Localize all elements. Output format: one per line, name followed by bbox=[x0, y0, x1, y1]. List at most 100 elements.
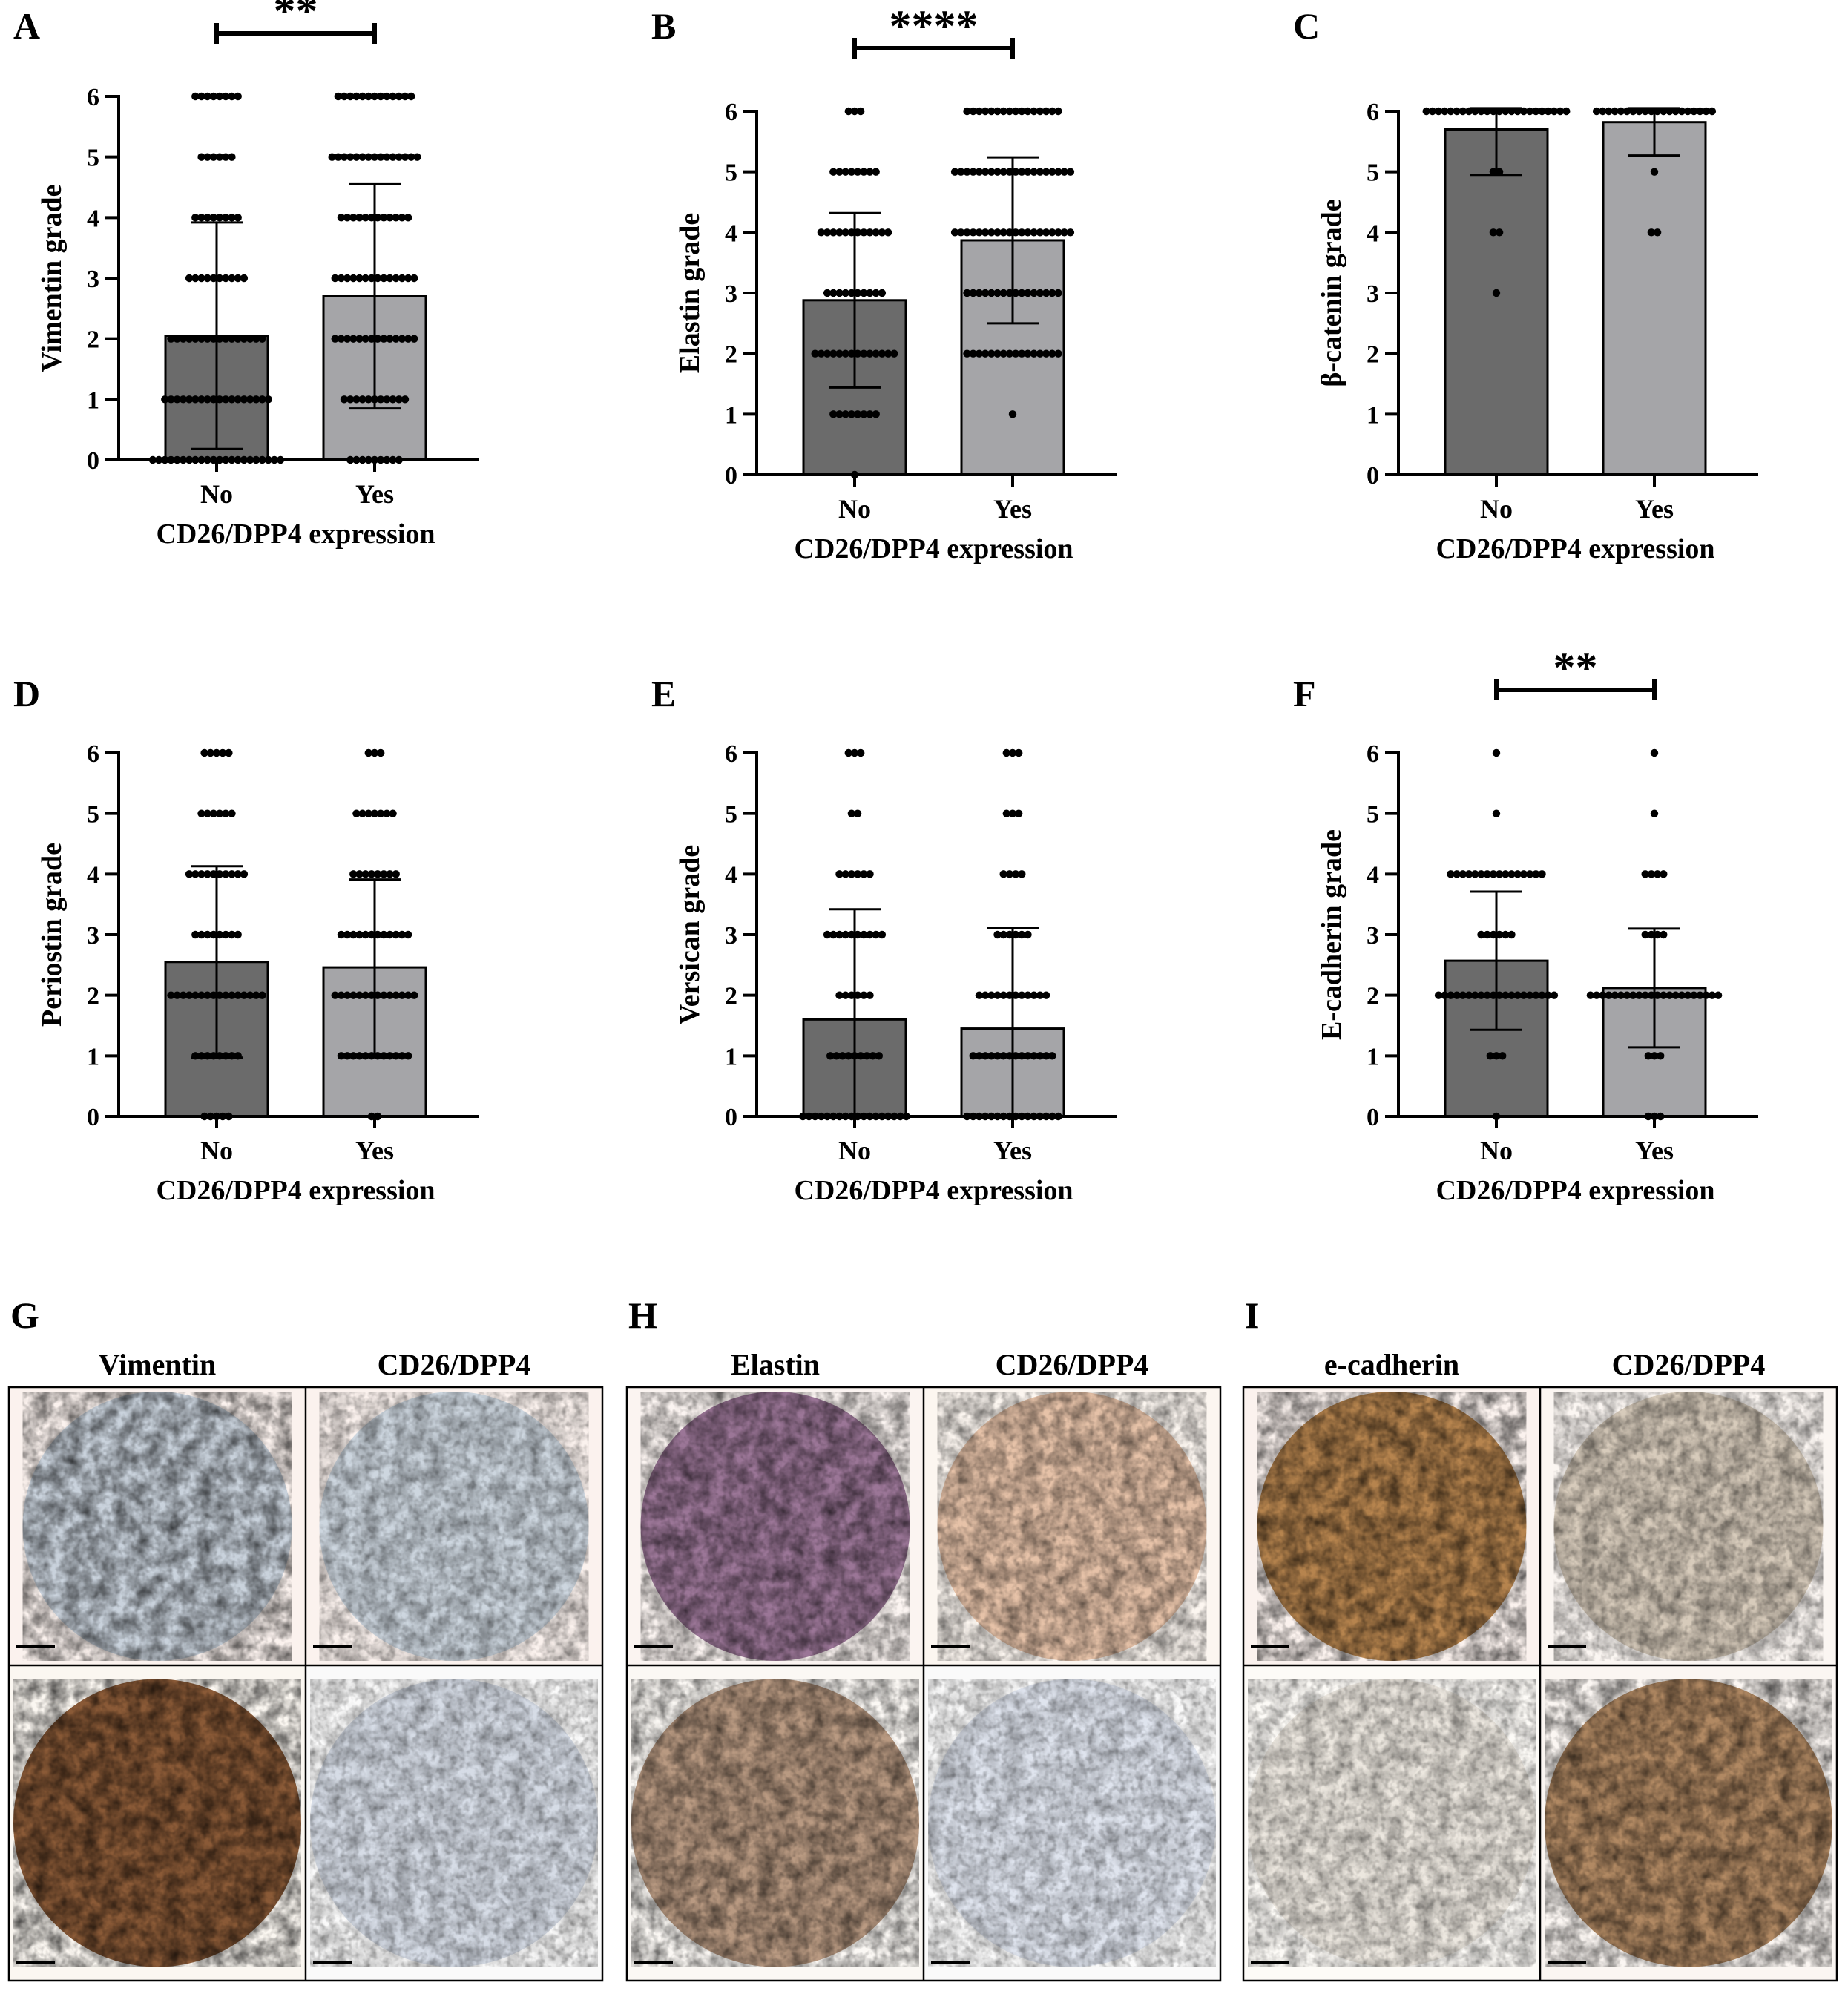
data-point bbox=[1018, 168, 1026, 176]
data-point bbox=[185, 991, 194, 999]
data-point bbox=[364, 809, 372, 817]
data-point bbox=[1048, 168, 1056, 176]
micrograph-group-G: G Vimentin CD26/DPP4 bbox=[7, 1294, 604, 1982]
bar-no bbox=[1444, 128, 1549, 476]
micrograph-image bbox=[1243, 1665, 1540, 1981]
error-bar-yes bbox=[1628, 107, 1680, 157]
data-point bbox=[993, 349, 1002, 358]
micrograph-column-title: e-cadherin bbox=[1324, 1348, 1459, 1381]
data-point bbox=[835, 168, 844, 176]
data-point bbox=[826, 1052, 835, 1060]
data-point bbox=[246, 335, 254, 343]
data-point bbox=[1464, 991, 1473, 999]
data-point bbox=[1532, 991, 1540, 999]
data-point bbox=[1030, 349, 1038, 358]
data-point bbox=[981, 1052, 990, 1060]
data-point bbox=[191, 335, 200, 343]
data-point bbox=[841, 930, 849, 939]
data-point bbox=[853, 809, 862, 817]
data-point bbox=[1592, 991, 1601, 999]
data-point bbox=[203, 92, 211, 101]
data-point bbox=[1042, 228, 1050, 237]
data-point bbox=[361, 991, 369, 999]
data-point bbox=[407, 153, 415, 161]
data-point bbox=[386, 930, 394, 939]
data-point bbox=[1622, 991, 1631, 999]
micrograph-column-title: CD26/DPP4 bbox=[378, 1348, 531, 1381]
data-point bbox=[850, 748, 859, 757]
data-point bbox=[392, 335, 400, 343]
data-point bbox=[863, 1052, 871, 1060]
data-point bbox=[367, 274, 376, 283]
data-point bbox=[1660, 870, 1668, 878]
data-point bbox=[829, 930, 838, 939]
data-point bbox=[361, 930, 369, 939]
data-point bbox=[383, 809, 391, 817]
data-point bbox=[823, 930, 832, 939]
data-point bbox=[963, 107, 971, 116]
data-point bbox=[981, 168, 990, 176]
data-point bbox=[401, 153, 410, 161]
data-point bbox=[346, 395, 355, 404]
data-point bbox=[993, 228, 1002, 237]
data-point bbox=[209, 870, 218, 878]
data-point bbox=[234, 395, 242, 404]
data-point bbox=[386, 991, 394, 999]
data-point bbox=[1048, 228, 1056, 237]
data-point bbox=[835, 930, 844, 939]
y-tick-label: 1 bbox=[725, 1043, 737, 1070]
data-point bbox=[191, 92, 200, 101]
data-point bbox=[975, 168, 984, 176]
y-axis-title: E-cadherin grade bbox=[1316, 829, 1347, 1040]
data-point bbox=[878, 289, 887, 297]
data-point bbox=[234, 991, 242, 999]
data-point bbox=[395, 92, 403, 101]
data-point bbox=[844, 748, 853, 757]
data-point bbox=[860, 991, 868, 999]
x-tick-label: Yes bbox=[355, 479, 394, 509]
panel-letter: A bbox=[13, 5, 40, 47]
y-tick-label: 6 bbox=[1367, 99, 1379, 126]
data-point bbox=[228, 809, 236, 817]
data-point bbox=[355, 274, 364, 283]
y-tick-label: 5 bbox=[87, 801, 99, 829]
data-point bbox=[203, 153, 211, 161]
data-point bbox=[993, 1052, 1002, 1060]
data-point bbox=[975, 1052, 984, 1060]
micrograph-column-title: Elastin bbox=[731, 1348, 820, 1381]
y-tick-label: 2 bbox=[1367, 983, 1379, 1010]
data-point bbox=[1657, 1052, 1665, 1060]
data-point bbox=[999, 349, 1007, 358]
data-point bbox=[1696, 107, 1704, 116]
data-point bbox=[331, 274, 339, 283]
data-point bbox=[364, 153, 372, 161]
panel-letter: F bbox=[1293, 673, 1316, 714]
data-point bbox=[869, 1052, 877, 1060]
y-tick-label: 4 bbox=[1367, 220, 1379, 247]
data-point bbox=[161, 395, 169, 404]
data-point bbox=[1525, 870, 1534, 878]
data-point bbox=[841, 991, 849, 999]
data-point bbox=[1495, 228, 1504, 237]
data-point bbox=[969, 107, 977, 116]
data-point bbox=[1441, 107, 1449, 116]
data-point bbox=[1005, 870, 1014, 878]
data-point bbox=[377, 748, 385, 757]
y-tick-label: 6 bbox=[1367, 740, 1379, 768]
micrograph-image bbox=[924, 1387, 1220, 1665]
data-point bbox=[1024, 991, 1032, 999]
data-point bbox=[398, 214, 407, 222]
data-point bbox=[860, 228, 868, 237]
data-point bbox=[1708, 991, 1717, 999]
data-point bbox=[829, 349, 838, 358]
data-point bbox=[1502, 930, 1510, 939]
data-point bbox=[222, 809, 230, 817]
data-point bbox=[173, 335, 181, 343]
data-point bbox=[1650, 1052, 1659, 1060]
chart-panel-C: C 0 1 2 3 4 5 6 No Yes CD26/DPP4 expression β-caten… bbox=[1293, 5, 1758, 565]
data-point bbox=[398, 991, 407, 999]
data-point bbox=[367, 930, 376, 939]
data-point bbox=[380, 335, 388, 343]
data-point bbox=[209, 92, 218, 101]
data-point bbox=[197, 153, 205, 161]
